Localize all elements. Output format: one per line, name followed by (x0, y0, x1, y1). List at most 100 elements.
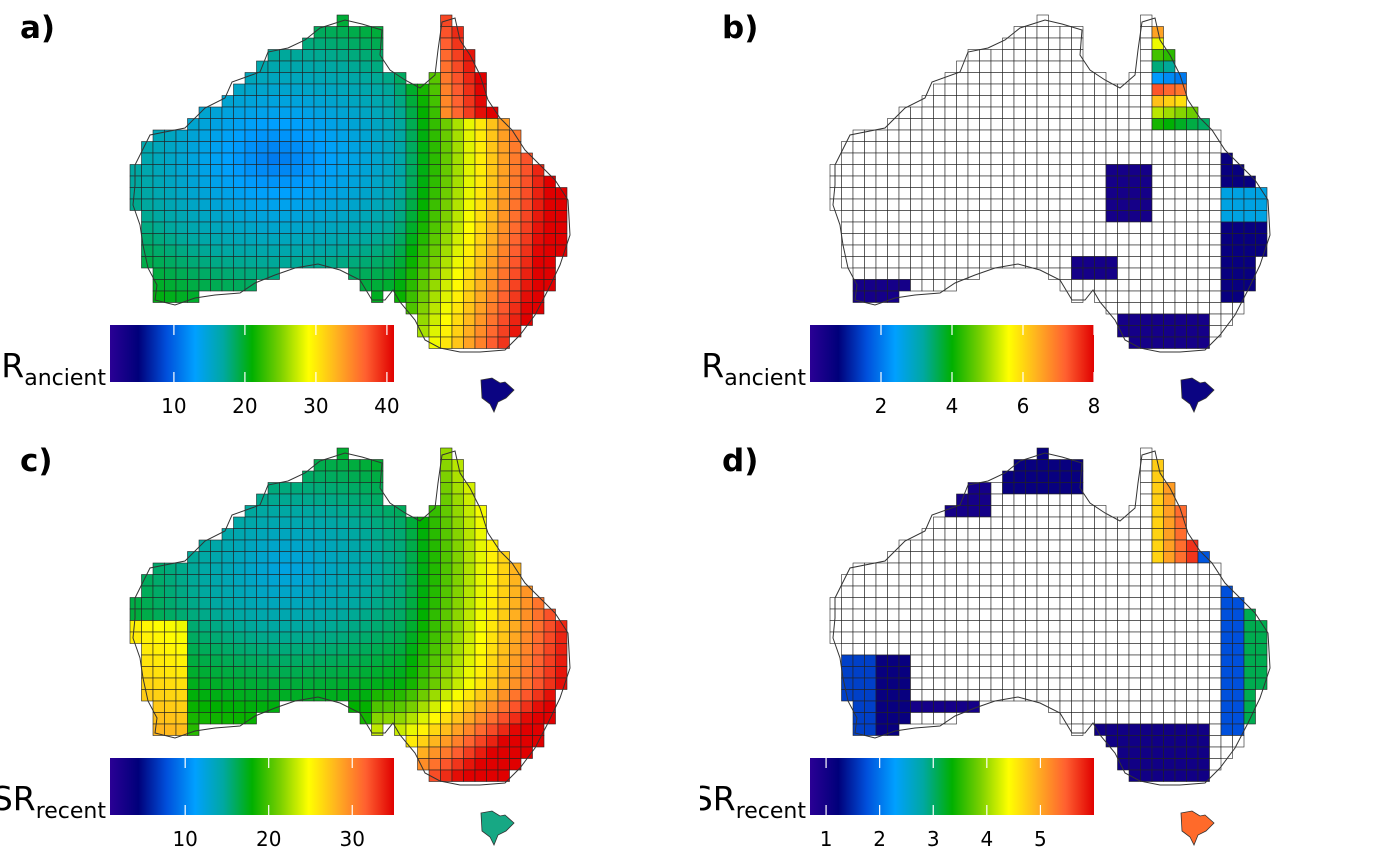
grid-cell (1197, 290, 1210, 303)
grid-cell (1048, 37, 1061, 50)
panel-label: d) (722, 443, 759, 479)
grid-cell (910, 666, 923, 679)
grid-cell (520, 164, 533, 177)
grid-cell (440, 175, 453, 188)
grid-cell (279, 482, 292, 495)
grid-cell (1071, 198, 1084, 211)
grid-cell (956, 562, 969, 575)
grid-cell (302, 528, 315, 541)
grid-cell (141, 141, 154, 154)
grid-cell (313, 666, 326, 679)
grid-cell (1036, 72, 1049, 85)
grid-cell (405, 528, 418, 541)
grid-cell (1220, 700, 1233, 713)
grid-cell (244, 221, 257, 234)
grid-cell (1163, 152, 1176, 165)
grid-cell (1082, 654, 1095, 667)
grid-cell (164, 689, 177, 702)
grid-cell (1082, 574, 1095, 587)
grid-cell (1232, 175, 1245, 188)
grid-cell (933, 106, 946, 119)
grid-cell (1059, 152, 1072, 165)
grid-cell (451, 187, 464, 200)
grid-cell (921, 210, 934, 223)
grid-cell (1151, 210, 1164, 223)
grid-cell (967, 164, 980, 177)
grid-cell (1163, 49, 1176, 62)
grid-cell (1117, 689, 1130, 702)
grid-cell (887, 256, 900, 269)
grid-cell (474, 221, 487, 234)
grid-cell (198, 689, 211, 702)
grid-cell (979, 631, 992, 644)
grid-cell (956, 210, 969, 223)
grid-cell (1151, 244, 1164, 257)
grid-cell (141, 620, 154, 633)
grid-cell (1151, 221, 1164, 234)
grid-cell (1082, 95, 1095, 108)
grid-cell (417, 313, 430, 326)
grid-cell (543, 221, 556, 234)
grid-cell (474, 758, 487, 771)
grid-cell (532, 643, 545, 656)
grid-cell (417, 562, 430, 575)
grid-cell (990, 666, 1003, 679)
panel-a: a) 10203040SRancient (0, 0, 700, 432)
grid-cell (325, 562, 338, 575)
grid-cell (451, 152, 464, 165)
grid-cell (428, 152, 441, 165)
grid-cell (463, 95, 476, 108)
grid-cell (1048, 256, 1061, 269)
grid-cell (279, 152, 292, 165)
grid-cell (325, 187, 338, 200)
grid-cell (1036, 677, 1049, 690)
grid-cell (898, 198, 911, 211)
grid-cell (990, 49, 1003, 62)
grid-cell (1105, 689, 1118, 702)
grid-cell (910, 597, 923, 610)
grid-cell (979, 106, 992, 119)
grid-cell (944, 267, 957, 280)
grid-cell (1163, 233, 1176, 246)
grid-cell (451, 712, 464, 725)
grid-cell (382, 631, 395, 644)
grid-cell (405, 290, 418, 303)
grid-cell (956, 574, 969, 587)
grid-cell (509, 608, 522, 621)
grid-cell (302, 95, 315, 108)
grid-cell (348, 198, 361, 211)
grid-cell (979, 244, 992, 257)
grid-cell (967, 83, 980, 96)
grid-cell (1013, 244, 1026, 257)
grid-cell (233, 608, 246, 621)
grid-cell (520, 666, 533, 679)
grid-cell (520, 735, 533, 748)
grid-cell (164, 187, 177, 200)
grid-cell (532, 700, 545, 713)
grid-cell (1117, 620, 1130, 633)
grid-cell (933, 141, 946, 154)
grid-cell (1243, 221, 1256, 234)
grid-cell (1117, 551, 1130, 564)
grid-cell (1140, 244, 1153, 257)
map-australia: 2468SRancient (700, 14, 1271, 418)
grid-cell (944, 244, 957, 257)
grid-cell (1220, 313, 1233, 326)
grid-cell (532, 608, 545, 621)
grid-cell (887, 723, 900, 736)
grid-cell (348, 129, 361, 142)
grid-cell (864, 152, 877, 165)
grid-cell (371, 72, 384, 85)
grid-cell (1255, 654, 1268, 667)
grid-cell (451, 769, 464, 782)
grid-cell (979, 643, 992, 656)
grid-cell (956, 643, 969, 656)
grid-cell (887, 175, 900, 188)
grid-cell (474, 187, 487, 200)
grid-cell (864, 187, 877, 200)
grid-cell (336, 141, 349, 154)
grid-cell (417, 279, 430, 292)
grid-cell (267, 620, 280, 633)
grid-cell (1071, 210, 1084, 223)
grid-cell (313, 152, 326, 165)
